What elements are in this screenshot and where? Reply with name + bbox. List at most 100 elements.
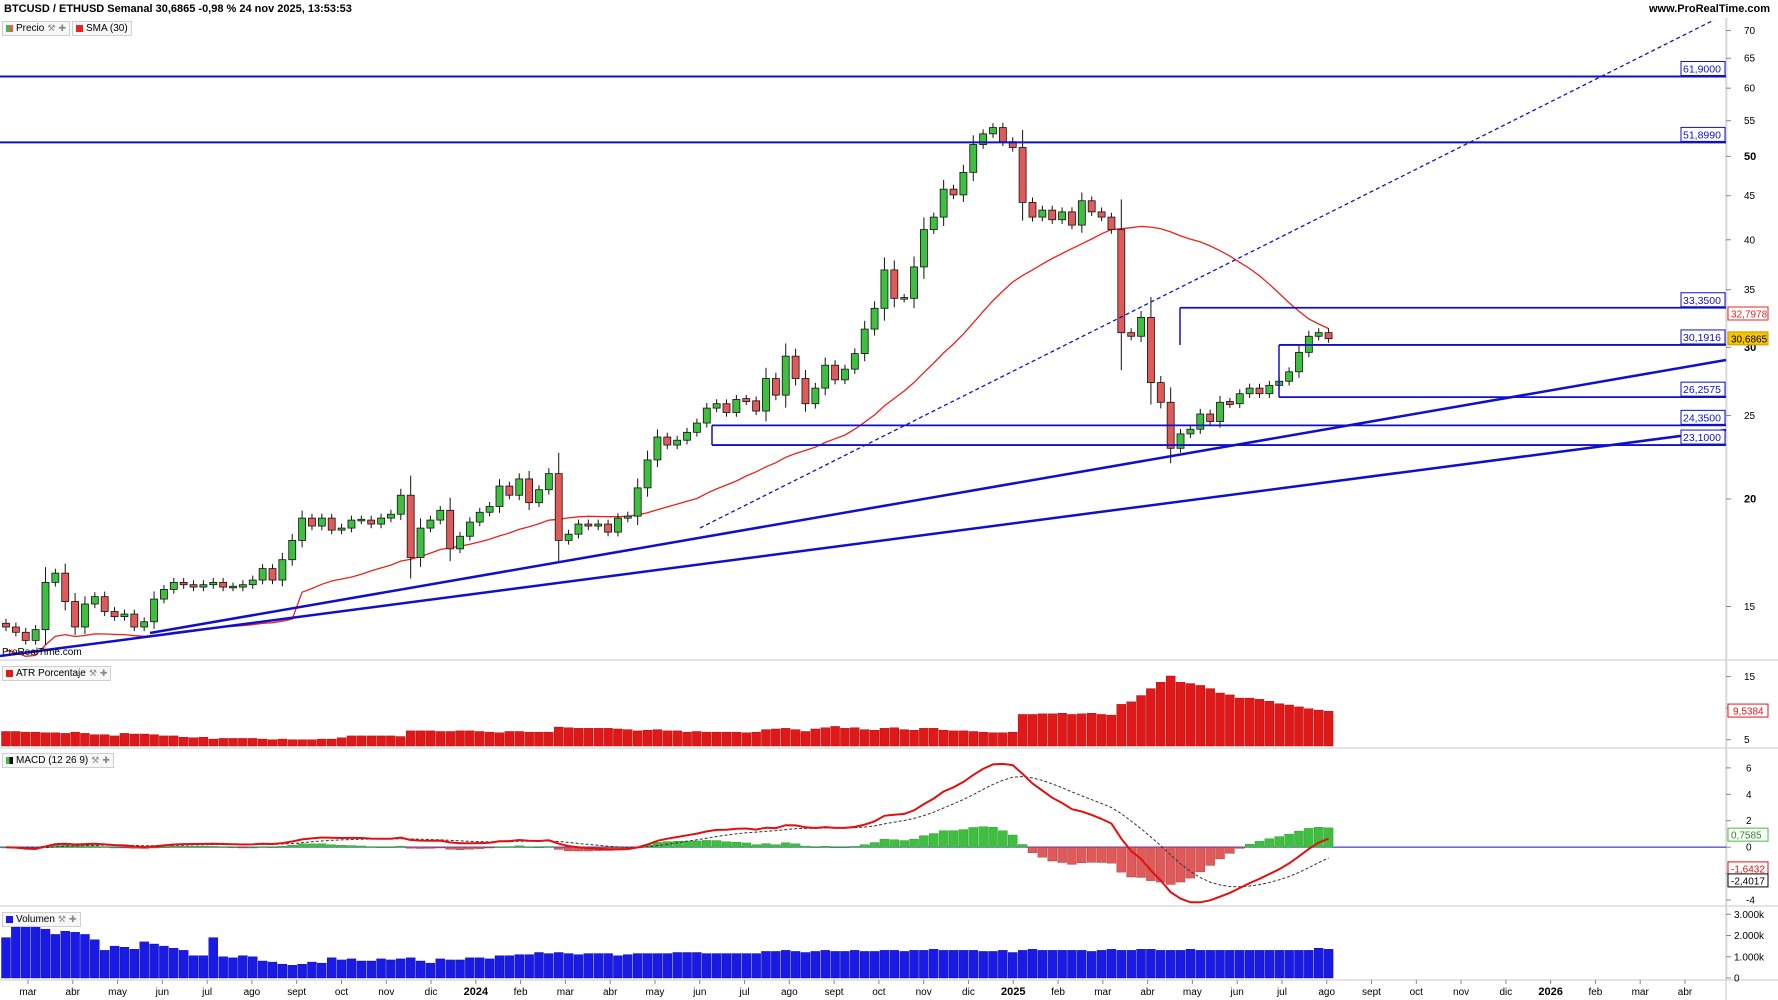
candle-up xyxy=(910,266,918,299)
macd-histogram-bar xyxy=(208,846,218,848)
candle-up xyxy=(1058,211,1066,221)
atr-bar xyxy=(1136,695,1146,747)
volume-bar xyxy=(248,956,258,979)
candle-down xyxy=(446,509,455,550)
volume-bar xyxy=(90,939,100,979)
volume-bar xyxy=(781,950,791,979)
atr-bar xyxy=(465,730,475,747)
volume-bar xyxy=(909,950,919,979)
volume-bar xyxy=(169,948,179,979)
candle-up xyxy=(426,519,435,529)
macd-histogram-bar xyxy=(692,840,702,848)
macd-histogram-bar xyxy=(267,846,278,848)
candle-down xyxy=(189,584,198,588)
candle-up xyxy=(1196,413,1205,430)
volume-legend[interactable]: Volumen ⚒ ✚ xyxy=(2,912,81,927)
price-tick-label: 70 xyxy=(1744,26,1756,37)
atr-bar xyxy=(109,735,120,747)
candle-up xyxy=(979,133,988,145)
atr-bar xyxy=(702,731,712,747)
macd-histogram-bar xyxy=(297,843,307,848)
chart-title: BTCUSD / ETHUSD Semanal 30,6865 -0,98 % … xyxy=(4,3,352,15)
time-tick-label: abr xyxy=(66,987,81,998)
time-tick-label: abr xyxy=(1140,987,1155,998)
candle-up xyxy=(860,328,869,355)
candle-up xyxy=(959,171,968,196)
plus-icon[interactable]: ✚ xyxy=(99,668,108,678)
atr-bar xyxy=(850,727,860,747)
volume-tick-label: 3.000k xyxy=(1734,910,1765,921)
candle-up xyxy=(140,621,149,628)
macd-histogram-bar xyxy=(850,846,860,848)
candle-down xyxy=(1156,382,1165,403)
candle-up xyxy=(702,407,711,424)
volume-tick-label: 2.000k xyxy=(1734,931,1765,942)
volume-bar xyxy=(475,957,485,979)
macd-histogram-bar xyxy=(1126,846,1136,878)
wrench-icon[interactable]: ⚒ xyxy=(57,914,66,924)
atr-bar xyxy=(919,728,929,747)
macd-histogram-bar xyxy=(830,846,840,849)
atr-bar xyxy=(327,738,337,747)
volume-bar xyxy=(968,950,978,979)
macd-histogram-bar xyxy=(1284,833,1294,848)
wrench-icon[interactable]: ⚒ xyxy=(88,668,97,678)
plus-icon[interactable]: ✚ xyxy=(69,914,77,924)
macd-histogram-bar xyxy=(435,846,445,849)
volume-color-icon xyxy=(6,915,13,923)
atr-color-icon xyxy=(6,669,13,677)
volume-bar xyxy=(484,958,495,979)
volume-bar xyxy=(1057,950,1067,979)
atr-bar xyxy=(1027,714,1038,747)
time-tick-label: ago xyxy=(1318,987,1335,998)
volume-bar xyxy=(1314,948,1324,979)
wrench-icon[interactable]: ⚒ xyxy=(91,755,100,765)
volume-bar xyxy=(425,962,436,979)
time-tick-label: abr xyxy=(1678,987,1693,998)
volume-bar xyxy=(1126,950,1136,979)
atr-bar xyxy=(682,731,692,747)
volume-tick-label: 0 xyxy=(1734,974,1740,985)
candle-down xyxy=(327,517,336,531)
volume-bar xyxy=(435,958,445,979)
atr-bar xyxy=(938,730,949,747)
macd-histogram-bar xyxy=(1294,830,1304,848)
macd-histogram-bar xyxy=(731,841,742,848)
candle-up xyxy=(900,297,909,300)
atr-bar xyxy=(583,728,594,747)
candle-down xyxy=(1117,229,1126,334)
plus-icon[interactable]: ✚ xyxy=(58,23,66,33)
volume-bar xyxy=(1047,950,1057,979)
price-tick-label: 65 xyxy=(1744,54,1756,65)
price-legend[interactable]: Precio ⚒ ✚ xyxy=(2,21,70,36)
atr-bar xyxy=(80,733,90,747)
wrench-icon[interactable]: ⚒ xyxy=(47,23,56,33)
price-tick-label: 20 xyxy=(1744,493,1756,505)
sma-legend[interactable]: SMA (30) xyxy=(72,21,132,36)
volume-bar xyxy=(879,950,890,979)
macd-histogram-bar xyxy=(682,840,692,848)
macd-histogram-bar xyxy=(317,843,327,848)
plus-icon[interactable]: ✚ xyxy=(102,755,110,765)
macd-legend[interactable]: MACD (12 26 9) ⚒ ✚ xyxy=(2,753,114,768)
macd-histogram-bar xyxy=(1027,846,1038,853)
macd-tick-label: 4 xyxy=(1746,790,1752,801)
atr-bar xyxy=(761,729,771,747)
atr-bar xyxy=(30,731,41,747)
macd-histogram-bar xyxy=(1323,827,1334,848)
candle-up xyxy=(81,603,89,628)
atr-bar xyxy=(1175,682,1186,747)
macd-histogram-bar xyxy=(1008,834,1018,848)
volume-bar xyxy=(1008,952,1018,979)
volume-bar xyxy=(1086,951,1097,979)
atr-legend[interactable]: ATR Porcentaje ⚒ ✚ xyxy=(2,666,112,681)
macd-histogram-bar xyxy=(820,846,830,848)
volume-bar xyxy=(1185,949,1196,979)
macd-histogram-bar xyxy=(346,845,357,848)
macd-histogram-bar xyxy=(218,846,228,848)
candle-down xyxy=(722,403,731,413)
candle-up xyxy=(1137,317,1145,337)
macd-histogram-bar xyxy=(238,846,248,849)
macd-histogram-bar xyxy=(396,845,406,848)
macd-value-label: -2,4017 xyxy=(1731,876,1765,887)
